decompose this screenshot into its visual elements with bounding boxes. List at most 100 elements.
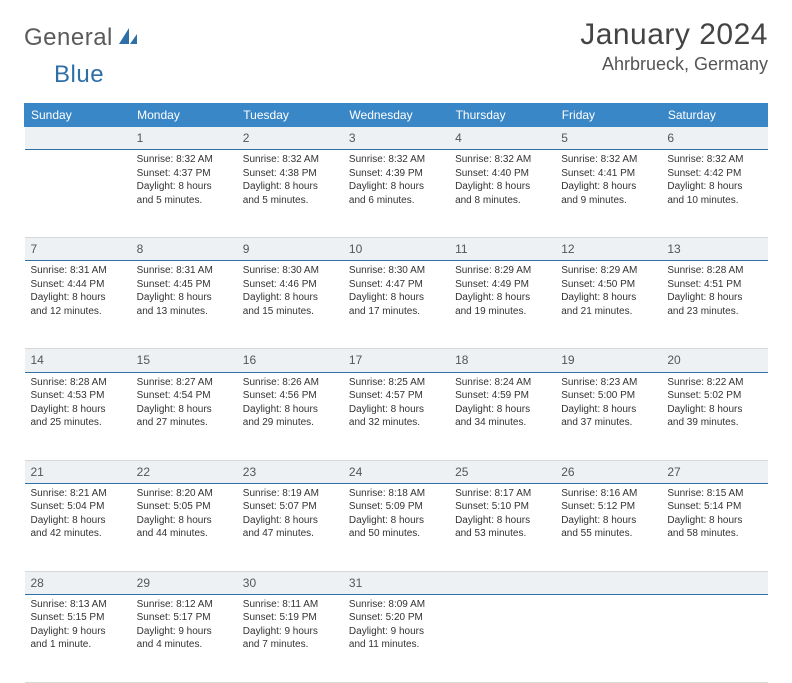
weekday-header: Saturday: [661, 103, 767, 127]
daynum-cell: 21: [25, 460, 131, 483]
sunset-line: Sunset: 4:37 PM: [137, 167, 231, 181]
daylight-line: Daylight: 8 hours and 27 minutes.: [137, 403, 231, 430]
logo-text-2: Blue: [24, 61, 104, 89]
sunset-line: Sunset: 5:15 PM: [31, 611, 125, 625]
daylight-line: Daylight: 8 hours and 34 minutes.: [455, 403, 549, 430]
sunset-line: Sunset: 4:47 PM: [349, 278, 443, 292]
day-number: 22: [131, 461, 237, 483]
daynum-cell: [449, 571, 555, 594]
sunset-line: Sunset: 4:51 PM: [667, 278, 761, 292]
daylight-line: Daylight: 8 hours and 42 minutes.: [31, 514, 125, 541]
daylight-line: Daylight: 8 hours and 10 minutes.: [667, 180, 761, 207]
daylight-line: Daylight: 8 hours and 55 minutes.: [561, 514, 655, 541]
weekday-header: Friday: [555, 103, 661, 127]
sunset-line: Sunset: 4:40 PM: [455, 167, 549, 181]
daylight-line: Daylight: 8 hours and 12 minutes.: [31, 291, 125, 318]
day-cell: Sunrise: 8:21 AMSunset: 5:04 PMDaylight:…: [25, 483, 131, 571]
daylight-line: Daylight: 8 hours and 21 minutes.: [561, 291, 655, 318]
sunset-line: Sunset: 5:12 PM: [561, 500, 655, 514]
sunset-line: Sunset: 5:04 PM: [31, 500, 125, 514]
day-cell: Sunrise: 8:09 AMSunset: 5:20 PMDaylight:…: [343, 594, 449, 682]
daylight-line: Daylight: 8 hours and 23 minutes.: [667, 291, 761, 318]
day-cell: Sunrise: 8:25 AMSunset: 4:57 PMDaylight:…: [343, 372, 449, 460]
day-number: 21: [25, 461, 131, 483]
day-cell: Sunrise: 8:32 AMSunset: 4:40 PMDaylight:…: [449, 150, 555, 238]
month-title: January 2024: [580, 18, 768, 52]
daynum-cell: 23: [237, 460, 343, 483]
day-cell: Sunrise: 8:12 AMSunset: 5:17 PMDaylight:…: [131, 594, 237, 682]
content-row: Sunrise: 8:32 AMSunset: 4:37 PMDaylight:…: [25, 150, 768, 238]
daynum-cell: 2: [237, 127, 343, 150]
sunrise-line: Sunrise: 8:23 AM: [561, 376, 655, 390]
daynum-cell: 13: [661, 238, 767, 261]
day-cell: Sunrise: 8:29 AMSunset: 4:50 PMDaylight:…: [555, 261, 661, 349]
sunset-line: Sunset: 4:41 PM: [561, 167, 655, 181]
daynum-cell: 27: [661, 460, 767, 483]
daylight-line: Daylight: 8 hours and 50 minutes.: [349, 514, 443, 541]
day-cell: Sunrise: 8:13 AMSunset: 5:15 PMDaylight:…: [25, 594, 131, 682]
sunset-line: Sunset: 5:05 PM: [137, 500, 231, 514]
daylight-line: Daylight: 8 hours and 5 minutes.: [137, 180, 231, 207]
daynum-cell: 31: [343, 571, 449, 594]
day-number: 3: [343, 127, 449, 149]
day-cell: Sunrise: 8:32 AMSunset: 4:37 PMDaylight:…: [131, 150, 237, 238]
sunrise-line: Sunrise: 8:32 AM: [137, 153, 231, 167]
day-cell: Sunrise: 8:18 AMSunset: 5:09 PMDaylight:…: [343, 483, 449, 571]
day-cell: Sunrise: 8:22 AMSunset: 5:02 PMDaylight:…: [661, 372, 767, 460]
sunrise-line: Sunrise: 8:30 AM: [243, 264, 337, 278]
daylight-line: Daylight: 8 hours and 13 minutes.: [137, 291, 231, 318]
day-number: 20: [661, 349, 767, 371]
title-block: January 2024 Ahrbrueck, Germany: [580, 18, 768, 75]
sunset-line: Sunset: 4:42 PM: [667, 167, 761, 181]
day-cell: Sunrise: 8:16 AMSunset: 5:12 PMDaylight:…: [555, 483, 661, 571]
day-number: 15: [131, 349, 237, 371]
daynum-cell: 8: [131, 238, 237, 261]
daylight-line: Daylight: 8 hours and 17 minutes.: [349, 291, 443, 318]
daynum-cell: 7: [25, 238, 131, 261]
day-number: 29: [131, 572, 237, 594]
sunrise-line: Sunrise: 8:28 AM: [31, 376, 125, 390]
sunrise-line: Sunrise: 8:31 AM: [137, 264, 231, 278]
daynum-cell: 14: [25, 349, 131, 372]
daynum-cell: 6: [661, 127, 767, 150]
sunrise-line: Sunrise: 8:18 AM: [349, 487, 443, 501]
sunrise-line: Sunrise: 8:21 AM: [31, 487, 125, 501]
day-cell: Sunrise: 8:17 AMSunset: 5:10 PMDaylight:…: [449, 483, 555, 571]
sunrise-line: Sunrise: 8:11 AM: [243, 598, 337, 612]
daynum-cell: 26: [555, 460, 661, 483]
content-row: Sunrise: 8:31 AMSunset: 4:44 PMDaylight:…: [25, 261, 768, 349]
sunrise-line: Sunrise: 8:26 AM: [243, 376, 337, 390]
daynum-cell: 19: [555, 349, 661, 372]
daylight-line: Daylight: 9 hours and 11 minutes.: [349, 625, 443, 652]
sunrise-line: Sunrise: 8:31 AM: [31, 264, 125, 278]
sunset-line: Sunset: 4:38 PM: [243, 167, 337, 181]
day-cell: Sunrise: 8:29 AMSunset: 4:49 PMDaylight:…: [449, 261, 555, 349]
daynum-cell: 4: [449, 127, 555, 150]
sunrise-line: Sunrise: 8:32 AM: [667, 153, 761, 167]
daynum-cell: 30: [237, 571, 343, 594]
sunset-line: Sunset: 4:46 PM: [243, 278, 337, 292]
day-cell: Sunrise: 8:24 AMSunset: 4:59 PMDaylight:…: [449, 372, 555, 460]
day-number: 13: [661, 238, 767, 260]
day-number: 25: [449, 461, 555, 483]
daynum-cell: 29: [131, 571, 237, 594]
daynum-cell: 1: [131, 127, 237, 150]
daylight-line: Daylight: 9 hours and 7 minutes.: [243, 625, 337, 652]
sunrise-line: Sunrise: 8:29 AM: [561, 264, 655, 278]
day-cell: [449, 594, 555, 682]
day-number: 31: [343, 572, 449, 594]
daylight-line: Daylight: 8 hours and 19 minutes.: [455, 291, 549, 318]
daynum-cell: 20: [661, 349, 767, 372]
day-number: 14: [25, 349, 131, 371]
sunset-line: Sunset: 4:59 PM: [455, 389, 549, 403]
sunset-line: Sunset: 5:14 PM: [667, 500, 761, 514]
sunset-line: Sunset: 4:49 PM: [455, 278, 549, 292]
sunset-line: Sunset: 4:57 PM: [349, 389, 443, 403]
day-cell: Sunrise: 8:31 AMSunset: 4:44 PMDaylight:…: [25, 261, 131, 349]
daynum-row: 123456: [25, 127, 768, 150]
sunrise-line: Sunrise: 8:13 AM: [31, 598, 125, 612]
daynum-cell: 22: [131, 460, 237, 483]
daynum-cell: 18: [449, 349, 555, 372]
day-cell: Sunrise: 8:15 AMSunset: 5:14 PMDaylight:…: [661, 483, 767, 571]
sunset-line: Sunset: 5:09 PM: [349, 500, 443, 514]
